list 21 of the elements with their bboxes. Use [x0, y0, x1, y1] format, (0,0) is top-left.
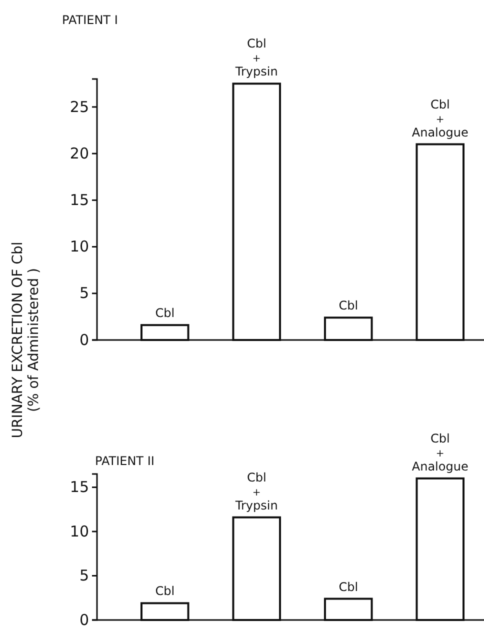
y-tick-label: 20	[70, 144, 89, 162]
y-axis-title: URINARY EXCRETION OF Cbl (% of Administered )	[10, 242, 42, 438]
y-tick-label: 5	[79, 566, 89, 585]
y-tick-label: 15	[70, 190, 89, 209]
y-tick-label: 0	[79, 330, 89, 349]
x-tick-label: Cbl	[155, 584, 175, 598]
x-tick-label: Cbl + Analogue	[412, 431, 468, 474]
chart-title: PATIENT I	[62, 13, 118, 27]
y-tick-label: 5	[79, 284, 89, 302]
x-tick-label: Cbl	[155, 306, 175, 320]
x-tick-label: Cbl + Trypsin	[234, 470, 278, 512]
y-tick-label: 15	[70, 478, 89, 496]
y-tick-label: 10	[70, 238, 89, 256]
x-tick-label: Cbl + Trypsin	[234, 36, 278, 79]
x-tick-label: Cbl	[338, 580, 358, 594]
y-tick-label: 25	[70, 98, 89, 116]
x-tick-label: Cbl	[338, 298, 358, 313]
y-tick-label: 0	[79, 610, 89, 629]
x-tick-label: Cbl + Analogue	[412, 97, 468, 140]
chart-title: PATIENT II	[95, 454, 154, 468]
y-tick-label: 10	[70, 522, 89, 540]
